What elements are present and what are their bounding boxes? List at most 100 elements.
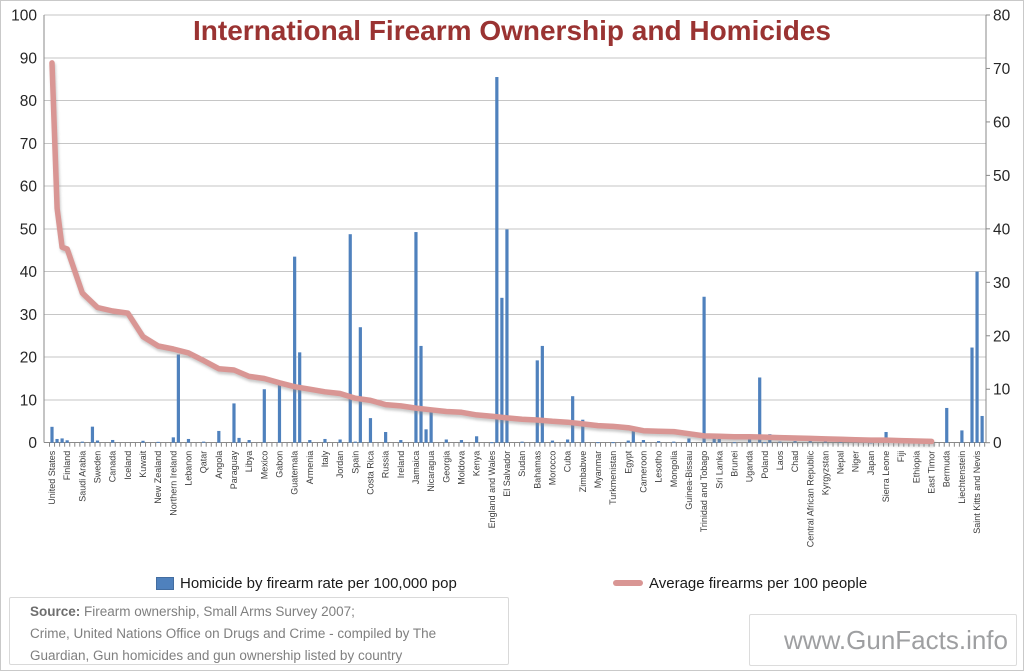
category-label: Jordan	[335, 451, 345, 479]
left-axis-ticks: 0 10 20 30 40 50 60 70 80 90 100	[11, 8, 37, 453]
category-label: Nepal	[836, 451, 846, 475]
bar	[747, 436, 752, 443]
category-label: Central African Republic	[805, 450, 815, 547]
bar	[202, 441, 206, 443]
category-label: Kyrgyzstan	[820, 451, 830, 496]
bar	[980, 415, 984, 443]
svg-text:90: 90	[20, 50, 38, 67]
bar	[500, 297, 504, 443]
bar	[702, 296, 706, 443]
bar	[419, 345, 423, 443]
bar	[540, 345, 544, 443]
bar	[65, 440, 69, 443]
bar	[60, 438, 64, 443]
bar	[657, 441, 661, 443]
category-label: Jamaica	[411, 451, 421, 485]
bar	[414, 232, 418, 443]
bar	[399, 440, 403, 443]
bar	[732, 442, 737, 444]
svg-text:20: 20	[993, 328, 1011, 345]
bar	[459, 440, 464, 443]
category-label: Lebanon	[183, 451, 193, 486]
bar	[475, 436, 479, 443]
bar	[631, 428, 635, 443]
category-label: Paraguay	[229, 450, 239, 489]
category-label: Georgia	[441, 451, 451, 483]
chart-title: International Firearm Ownership and Homi…	[193, 15, 831, 46]
category-label: Bermuda	[942, 451, 952, 488]
bar	[429, 411, 433, 443]
category-label: Cuba	[563, 451, 573, 473]
category-label: Ireland	[396, 451, 406, 479]
category-label: Guinea-Bissau	[684, 451, 694, 510]
category-label: Costa Rica	[365, 451, 375, 495]
bar	[358, 327, 362, 443]
svg-text:60: 60	[20, 179, 38, 196]
category-label: Fiji	[896, 451, 906, 463]
bar	[308, 440, 312, 443]
category-label: Finland	[62, 451, 72, 481]
category-label: Spain	[350, 451, 360, 474]
category-label: England and Wales	[487, 450, 497, 528]
homicide-bars	[50, 77, 984, 444]
category-label: Turkmenistan	[608, 451, 618, 505]
bar	[277, 382, 282, 443]
bar	[808, 440, 812, 443]
x-axis-ticks	[49, 442, 986, 447]
category-label: Russia	[381, 451, 391, 479]
bar	[55, 438, 59, 443]
bar	[970, 347, 974, 443]
category-label: Sierra Leone	[881, 451, 891, 503]
bar	[793, 441, 797, 443]
category-label: Mongolia	[669, 451, 679, 488]
legend-bar-label: Homicide by firearm rate per 100,000 pop	[180, 574, 457, 592]
bar	[232, 403, 236, 443]
bar	[778, 441, 782, 443]
bar	[758, 377, 762, 443]
category-label: Brunei	[729, 451, 739, 477]
category-label: Iceland	[123, 451, 133, 480]
bar	[323, 438, 327, 443]
category-label: Sweden	[92, 451, 102, 484]
svg-text:0: 0	[28, 435, 37, 452]
source-line1: Firearm ownership, Small Arms Survey 200…	[84, 604, 355, 619]
bar	[672, 441, 676, 443]
category-label: Japan	[866, 451, 876, 476]
bar	[156, 441, 160, 443]
source-line3: Guardian, Gun homicides and gun ownershi…	[30, 648, 403, 663]
category-label: Lesotho	[654, 451, 664, 483]
bar	[217, 430, 221, 443]
category-label: Libya	[244, 451, 254, 473]
bar	[596, 442, 600, 444]
bar	[960, 430, 964, 443]
legend-bar-swatch	[156, 576, 174, 590]
category-label: Cameroon	[638, 451, 648, 493]
category-label: Zimbabwe	[578, 451, 588, 493]
category-label: Bahamas	[532, 450, 542, 489]
legend-item-homicide: Homicide by firearm rate per 100,000 pop	[156, 570, 457, 596]
svg-text:80: 80	[20, 93, 38, 110]
bar	[535, 360, 539, 443]
source-line2: Crime, United Nations Office on Drugs an…	[30, 626, 437, 641]
svg-text:70: 70	[993, 61, 1011, 78]
bar	[186, 438, 191, 443]
bar	[611, 442, 615, 444]
category-label: United States	[47, 450, 57, 505]
bar	[869, 442, 873, 444]
category-label: Sudan	[517, 451, 527, 477]
category-label: Guatemala	[290, 451, 300, 495]
category-labels: United States Finland Saudi Arabia Sweden Ca…	[47, 450, 982, 547]
svg-text:80: 80	[993, 8, 1011, 25]
bar	[348, 234, 352, 443]
svg-text:0: 0	[993, 435, 1002, 452]
bar	[80, 441, 84, 443]
bar	[490, 442, 494, 444]
category-label: Laos	[775, 450, 785, 470]
bar	[520, 441, 524, 443]
category-label: East Timor	[927, 451, 937, 494]
bar	[550, 440, 555, 443]
bar	[626, 440, 630, 443]
right-axis-ticks: 0 10 20 30 40 50 60 70 80	[993, 8, 1011, 453]
legend-line-label: Average firearms per 100 people	[649, 574, 868, 592]
bar	[444, 439, 448, 443]
